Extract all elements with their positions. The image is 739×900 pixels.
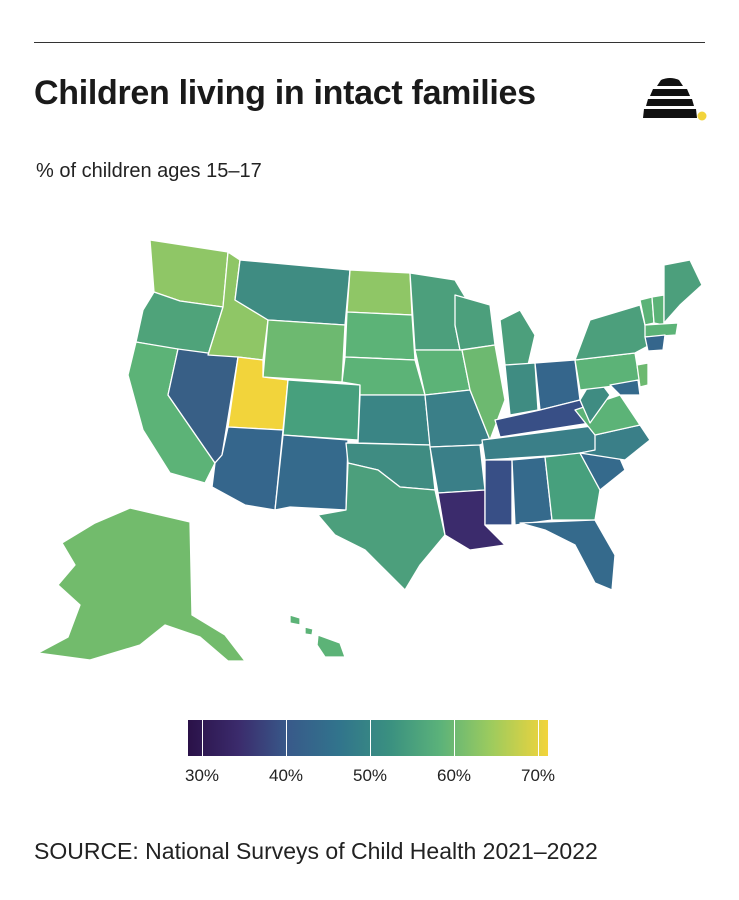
state-georgia [544,452,601,521]
state-connecticut [644,334,666,352]
us-choropleth-map [37,239,703,662]
legend-gradient-bar [188,720,548,756]
state-texas [317,462,446,591]
state-michigan [499,309,536,366]
chart-subtitle: % of children ages 15–17 [36,160,262,182]
source-note: SOURCE: National Surveys of Child Health… [34,838,598,864]
legend-label-40: 40% [268,766,304,785]
legend-label-30: 30% [184,766,220,785]
state-kansas [357,394,431,446]
state-new-hampshire [651,294,665,326]
state-florida [519,519,616,591]
legend-label-60: 60% [436,766,472,785]
beehive-icon [643,78,707,121]
legend-tick [286,720,287,756]
state-iowa [414,349,471,396]
state-colorado [282,379,361,441]
state-maryland [609,379,641,396]
legend-tick [538,720,539,756]
state-maine [663,259,703,324]
top-divider [34,42,705,43]
state-arkansas [429,444,486,494]
state-wisconsin [454,294,496,351]
state-indiana [504,362,539,416]
state-new-mexico [274,434,349,511]
state-new-york [574,304,651,361]
color-legend: 30% 40% 50% 60% 70% [184,720,555,790]
legend-label-70: 70% [520,766,556,785]
chart-title: Children living in intact families [34,74,536,112]
state-north-dakota [346,269,413,316]
state-new-jersey [636,362,649,388]
state-wyoming [262,319,346,383]
state-massachusetts [644,322,679,338]
legend-tick [202,720,203,756]
state-mississippi [484,459,513,526]
state-alaska [37,507,246,662]
legend-tick [370,720,371,756]
legend-label-50: 50% [352,766,388,785]
legend-tick [454,720,455,756]
state-south-dakota [344,311,416,361]
state-hawaii [289,614,346,658]
